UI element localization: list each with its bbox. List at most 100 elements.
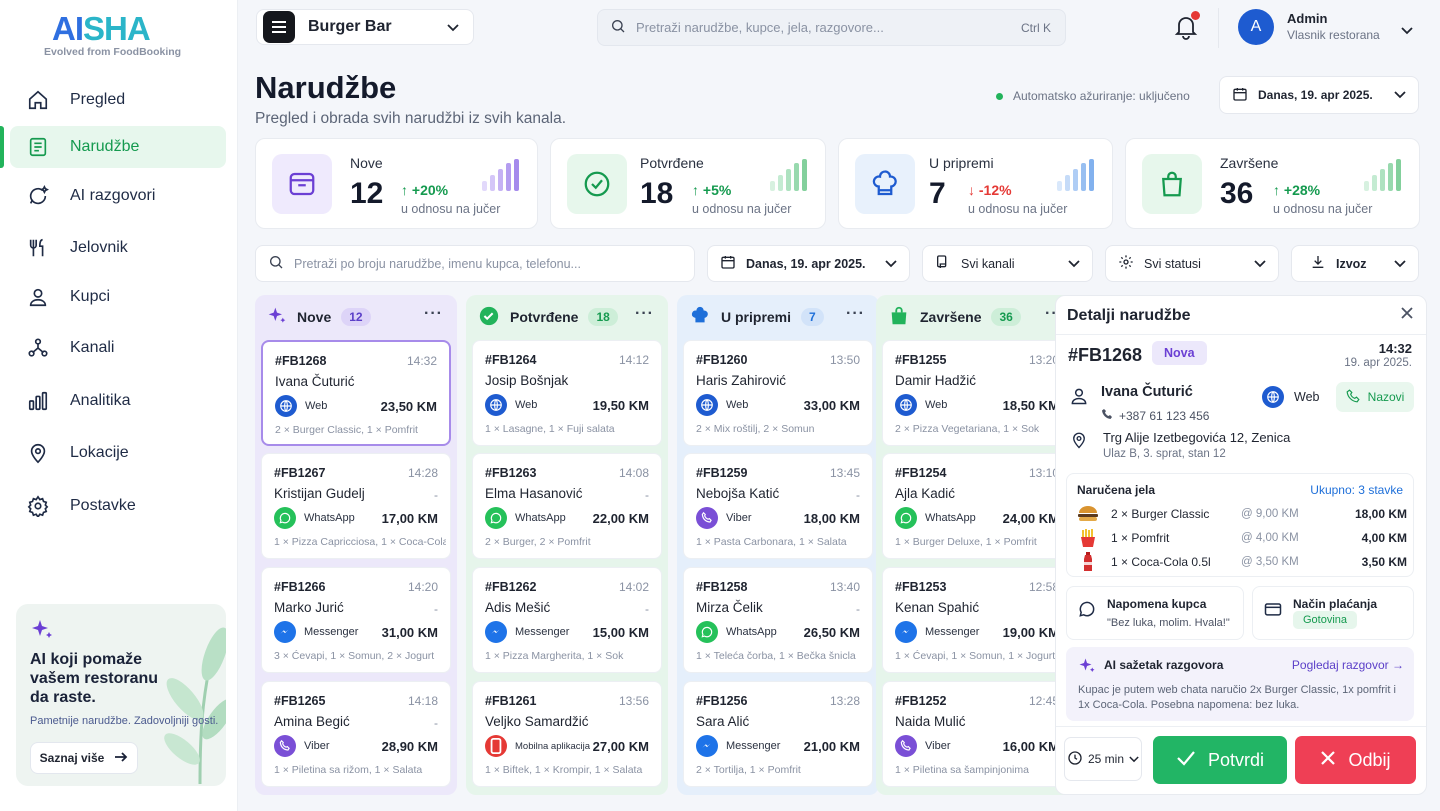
- user-menu-chevron-icon[interactable]: [1401, 23, 1413, 38]
- chevron-down-icon: [1129, 752, 1139, 766]
- order-card[interactable]: #FB1263 14:08 Elma Hasanović - WhatsApp 22,00…: [472, 453, 662, 559]
- stat-compare: u odnosu na jučer: [1273, 202, 1373, 216]
- column-count: 7: [801, 308, 824, 326]
- column-potvrdene: Potvrđene 18 ··· #FB1264 14:12 Josip Bošnj…: [466, 295, 668, 795]
- user-name[interactable]: Admin: [1287, 11, 1328, 26]
- order-time: 14:18: [407, 694, 438, 708]
- restaurant-selector[interactable]: Burger Bar: [256, 9, 474, 45]
- wallet-icon: [1263, 599, 1283, 622]
- item-name: 1 × Coca-Cola 0.5l: [1111, 555, 1211, 569]
- confirm-label: Potvrdi: [1207, 749, 1265, 770]
- order-card[interactable]: #FB1252 12:45 Naida Mulić Viber 16,00 KM 1 × …: [882, 681, 1072, 787]
- order-channel: Messenger: [485, 621, 569, 643]
- sidebar-item-ai-razgovori[interactable]: AI razgovori: [10, 175, 226, 217]
- order-search-input[interactable]: Pretraži po broju narudžbe, imenu kupca,…: [255, 245, 695, 282]
- global-search[interactable]: Pretraži narudžbe, kupce, jela, razgovor…: [597, 9, 1066, 46]
- channel-label: WhatsApp: [304, 512, 355, 524]
- date-picker[interactable]: Danas, 19. apr 2025.: [1219, 76, 1419, 114]
- order-card[interactable]: #FB1255 13:20 Damir Hadžić Web 18,50 KM 2 × P…: [882, 340, 1072, 446]
- call-button[interactable]: Nazovi: [1336, 382, 1414, 412]
- channels-icon: [26, 336, 50, 360]
- channel-filter[interactable]: Svi kanali: [922, 245, 1093, 282]
- order-id: #FB1253: [895, 580, 947, 594]
- gear-icon: [26, 494, 50, 518]
- order-items: 2 × Tortilja, 1 × Pomfrit: [696, 764, 801, 776]
- item-unit-price: @ 3,50 KM: [1241, 556, 1299, 568]
- items-title: Naručena jela: [1077, 483, 1156, 497]
- order-channel: Viber: [895, 735, 950, 757]
- avatar[interactable]: A: [1238, 9, 1274, 45]
- customer-name: Nebojša Katić: [696, 486, 780, 501]
- order-items: 1 × Piletina sa rižom, 1 × Salata: [274, 764, 423, 776]
- item-total: 4,00 KM: [1361, 531, 1407, 545]
- order-card[interactable]: #FB1258 13:40 Mirza Čelik - WhatsApp 26,50 KM…: [683, 567, 873, 673]
- order-card[interactable]: #FB1268 14:32 Ivana Čuturić Web 23,50 KM 2 × …: [261, 340, 451, 446]
- stat-value: 7: [929, 177, 946, 210]
- sidebar-item-kanali[interactable]: Kanali: [10, 327, 226, 369]
- user-icon: [1069, 386, 1089, 409]
- order-card[interactable]: #FB1262 14:02 Adis Mešić - Messenger 15,00 KM…: [472, 567, 662, 673]
- address-detail: Ulaz B, 3. sprat, stan 12: [1103, 448, 1226, 460]
- order-channel: Viber: [274, 735, 329, 757]
- date-filter[interactable]: Danas, 19. apr 2025.: [707, 245, 910, 282]
- sparkle-icon: [1078, 657, 1096, 678]
- order-time: 13:10: [1028, 466, 1059, 480]
- user-role: Vlasnik restorana: [1287, 28, 1380, 42]
- order-card[interactable]: #FB1259 13:45 Nebojša Katić - Viber 18,00 KM 1…: [683, 453, 873, 559]
- sidebar-item-lokacije[interactable]: Lokacije: [10, 432, 226, 474]
- chef-hat-icon: [855, 154, 915, 214]
- stat-compare: u odnosu na jučer: [401, 202, 501, 216]
- order-card[interactable]: #FB1256 13:28 Sara Alić Messenger 21,00 KM 2 …: [683, 681, 873, 787]
- viber-icon: [274, 735, 296, 757]
- learn-more-button[interactable]: Saznaj više: [30, 742, 138, 774]
- phone-icon: [1346, 388, 1360, 406]
- reject-button[interactable]: Odbij: [1295, 736, 1416, 784]
- order-channel: WhatsApp: [485, 507, 566, 529]
- chevron-down-icon: [1394, 257, 1406, 271]
- order-card[interactable]: #FB1261 13:56 Veljko Samardžić Mobilna apli…: [472, 681, 662, 787]
- notifications-button[interactable]: [1174, 11, 1200, 43]
- status-filter[interactable]: Svi statusi: [1105, 245, 1279, 282]
- order-dash: -: [645, 488, 649, 502]
- more-icon[interactable]: ···: [635, 305, 654, 322]
- channel-label: Viber: [925, 740, 951, 752]
- user-icon: [26, 285, 50, 309]
- sidebar-item-narudzbe[interactable]: Narudžbe: [10, 126, 226, 168]
- location-icon: [1070, 430, 1088, 453]
- sidebar-item-pregled[interactable]: Pregled: [10, 79, 226, 121]
- sidebar-item-postavke[interactable]: Postavke: [10, 485, 226, 527]
- order-channel: Messenger: [895, 621, 979, 643]
- order-card[interactable]: #FB1265 14:18 Amina Begić - Viber 28,90 KM 1 ×…: [261, 681, 451, 787]
- order-items: 1 × Biftek, 1 × Krompir, 1 × Salata: [485, 764, 643, 776]
- export-button[interactable]: Izvoz: [1291, 245, 1419, 282]
- order-channel: WhatsApp: [274, 507, 355, 529]
- stat-change: ↓ -12%: [968, 182, 1012, 198]
- stat-compare: u odnosu na jučer: [692, 202, 792, 216]
- status-filter-label: Svi statusi: [1144, 256, 1201, 271]
- more-icon[interactable]: ···: [424, 305, 443, 322]
- view-conversation-link[interactable]: Pogledaj razgovor →: [1291, 658, 1404, 672]
- more-icon[interactable]: ···: [846, 305, 865, 322]
- sidebar-item-analitika[interactable]: Analitika: [10, 380, 226, 422]
- sidebar-item-jelovnik[interactable]: Jelovnik: [10, 227, 226, 269]
- order-channel: Mobilna aplikacija: [485, 735, 590, 757]
- order-card[interactable]: #FB1264 14:12 Josip Bošnjak Web 19,50 KM 1 × …: [472, 340, 662, 446]
- channel-label: WhatsApp: [726, 626, 777, 638]
- close-icon[interactable]: [1400, 306, 1414, 325]
- eta-select[interactable]: 25 min: [1064, 737, 1142, 781]
- item-total: 3,50 KM: [1361, 555, 1407, 569]
- close-icon: [1320, 750, 1336, 771]
- order-card[interactable]: #FB1266 14:20 Marko Jurić - Messenger 31,00 K…: [261, 567, 451, 673]
- order-card[interactable]: #FB1260 13:50 Haris Zahirović Web 33,00 KM 2 …: [683, 340, 873, 446]
- inbox-icon: [272, 154, 332, 214]
- item-unit-price: @ 9,00 KM: [1241, 508, 1299, 520]
- divider: [1218, 8, 1219, 48]
- confirm-button[interactable]: Potvrdi: [1153, 736, 1287, 784]
- sidebar-item-label: Kupci: [70, 288, 111, 305]
- sidebar-item-label: Kanali: [70, 339, 115, 356]
- sidebar-item-kupci[interactable]: Kupci: [10, 276, 226, 318]
- order-card[interactable]: #FB1267 14:28 Kristijan Gudelj - WhatsApp 17,…: [261, 453, 451, 559]
- logo[interactable]: AISHA Evolved from FoodBooking: [44, 12, 181, 59]
